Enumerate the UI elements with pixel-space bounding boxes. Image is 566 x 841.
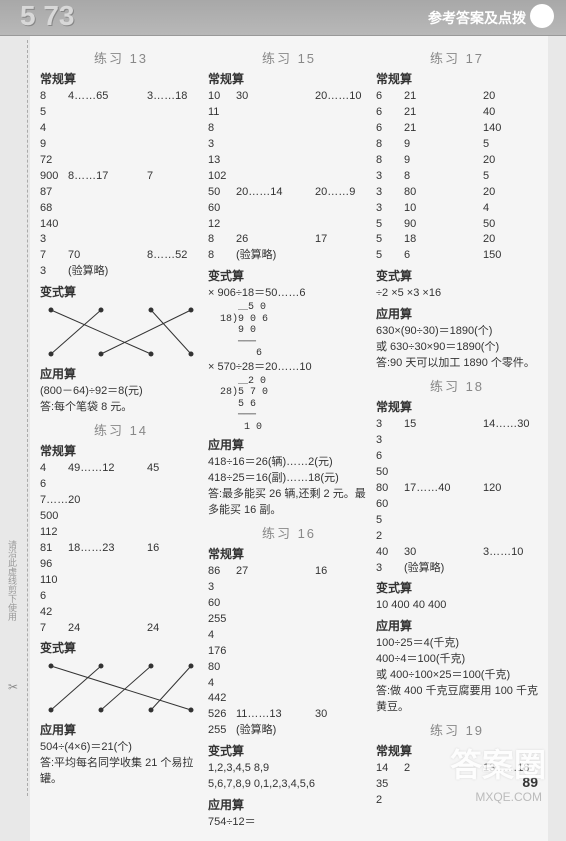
sub-heading: 应用算 [208, 796, 370, 813]
answer-text: 400÷4＝100(千克) [376, 652, 538, 668]
column-3: 练习 17 常规算 62120 62140 621140 895 8920 38… [376, 44, 538, 831]
section-title: 练习 13 [40, 48, 202, 67]
cut-line [18, 40, 28, 796]
answer-text: ÷2 ×5 ×3 ×16 [376, 286, 538, 302]
answer-text: 10 400 40 400 [376, 598, 538, 614]
sub-heading: 变式算 [376, 579, 538, 596]
answer-text: 418÷25＝16(副)……18(元) [208, 471, 370, 487]
answer-text: 5,6,7,8,9 0,1,2,3,4,5,6 [208, 777, 370, 793]
answer-text: 或 630÷30×90＝1890(个) [376, 340, 538, 356]
answer-text: (800－64)÷92＝8(元) [40, 384, 202, 400]
section-title: 练习 19 [376, 720, 538, 739]
sub-heading: 应用算 [208, 436, 370, 453]
answer-block: 62120 62140 621140 895 8920 385 38020 31… [376, 89, 538, 264]
answer-text: 100÷25＝4(千克) [376, 636, 538, 652]
section-title: 练习 15 [208, 48, 370, 67]
equation: × 570÷28＝20……10 [208, 360, 370, 376]
watermark-url: MXQE.COM [475, 790, 542, 804]
answer-text: 答:90 天可以加工 1890 个零件。 [376, 356, 538, 372]
answer-text: 418÷16＝26(辆)……2(元) [208, 455, 370, 471]
mascot-icon [530, 4, 554, 28]
sub-heading: 应用算 [40, 721, 202, 738]
sub-heading: 常规算 [40, 70, 202, 87]
sub-heading: 变式算 [40, 283, 202, 300]
answer-block: 84……653……18 5 4 9 72 9008……177 87 68 140… [40, 89, 202, 280]
sub-heading: 变式算 [376, 267, 538, 284]
sub-heading: 常规算 [208, 545, 370, 562]
answer-block: 31514……30 3 6 50 8017……40120 60 5 2 4030… [376, 417, 538, 576]
sub-heading: 应用算 [376, 617, 538, 634]
column-2: 练习 15 常规算 103020……10 11 8 3 13 102 5020…… [208, 44, 370, 831]
sub-heading: 常规算 [376, 398, 538, 415]
answer-text: 504÷(4×6)＝21(个) [40, 740, 202, 756]
watermark-logo: 答案圈 [450, 740, 546, 786]
section-title: 练习 17 [376, 48, 538, 67]
answer-text: 754÷12＝ [208, 815, 370, 831]
answer-text: 答:做 400 千克豆腐要用 100 千克黄豆。 [376, 684, 538, 716]
matching-diagram [40, 302, 202, 362]
answer-block: 449……1245 6 7……20 500 112 8118……2316 96 … [40, 461, 202, 636]
column-1: 练习 13 常规算 84……653……18 5 4 9 72 9008……177… [40, 44, 202, 831]
top-ruler: 5 73 参考答案及点拨 [0, 0, 566, 36]
section-title: 练习 14 [40, 420, 202, 439]
sub-heading: 变式算 [40, 639, 202, 656]
matching-diagram [40, 658, 202, 718]
side-instruction: 请沿此虚线剪下使用 [6, 540, 19, 621]
section-title: 练习 16 [208, 523, 370, 542]
sub-heading: 变式算 [208, 267, 370, 284]
sub-heading: 常规算 [40, 442, 202, 459]
scissors-icon: ✂ [8, 680, 18, 694]
sub-heading: 应用算 [376, 305, 538, 322]
section-title: 练习 18 [376, 376, 538, 395]
sub-heading: 常规算 [376, 70, 538, 87]
page-content: 练习 13 常规算 84……653……18 5 4 9 72 9008……177… [30, 36, 548, 841]
equation: × 906÷18＝50……6 [208, 286, 370, 302]
long-division: ＿2 0 28)5 7 0 5 6 ─── 1 0 [220, 376, 370, 434]
answer-text: 或 400÷100×25＝100(千克) [376, 668, 538, 684]
answer-text: 答:最多能买 26 辆,还剩 2 元。最多能买 16 副。 [208, 487, 370, 519]
sub-heading: 应用算 [40, 365, 202, 382]
answer-block: 862716 3 60 255 4 176 80 4 442 52611……13… [208, 564, 370, 739]
header-title: 参考答案及点拨 [428, 8, 526, 28]
long-division: ＿5 0 18)9 0 6 9 0 ─── 6 [220, 302, 370, 360]
answer-text: 答:平均每名同学收集 21 个易拉罐。 [40, 756, 202, 788]
sub-heading: 常规算 [208, 70, 370, 87]
sub-heading: 变式算 [208, 742, 370, 759]
ruler-numbers: 5 73 [20, 0, 75, 32]
answer-block: 103020……10 11 8 3 13 102 5020……1420……9 6… [208, 89, 370, 264]
answer-text: 答:每个笔袋 8 元。 [40, 400, 202, 416]
answer-text: 1,2,3,4,5 8,9 [208, 761, 370, 777]
answer-text: 630×(90÷30)＝1890(个) [376, 324, 538, 340]
